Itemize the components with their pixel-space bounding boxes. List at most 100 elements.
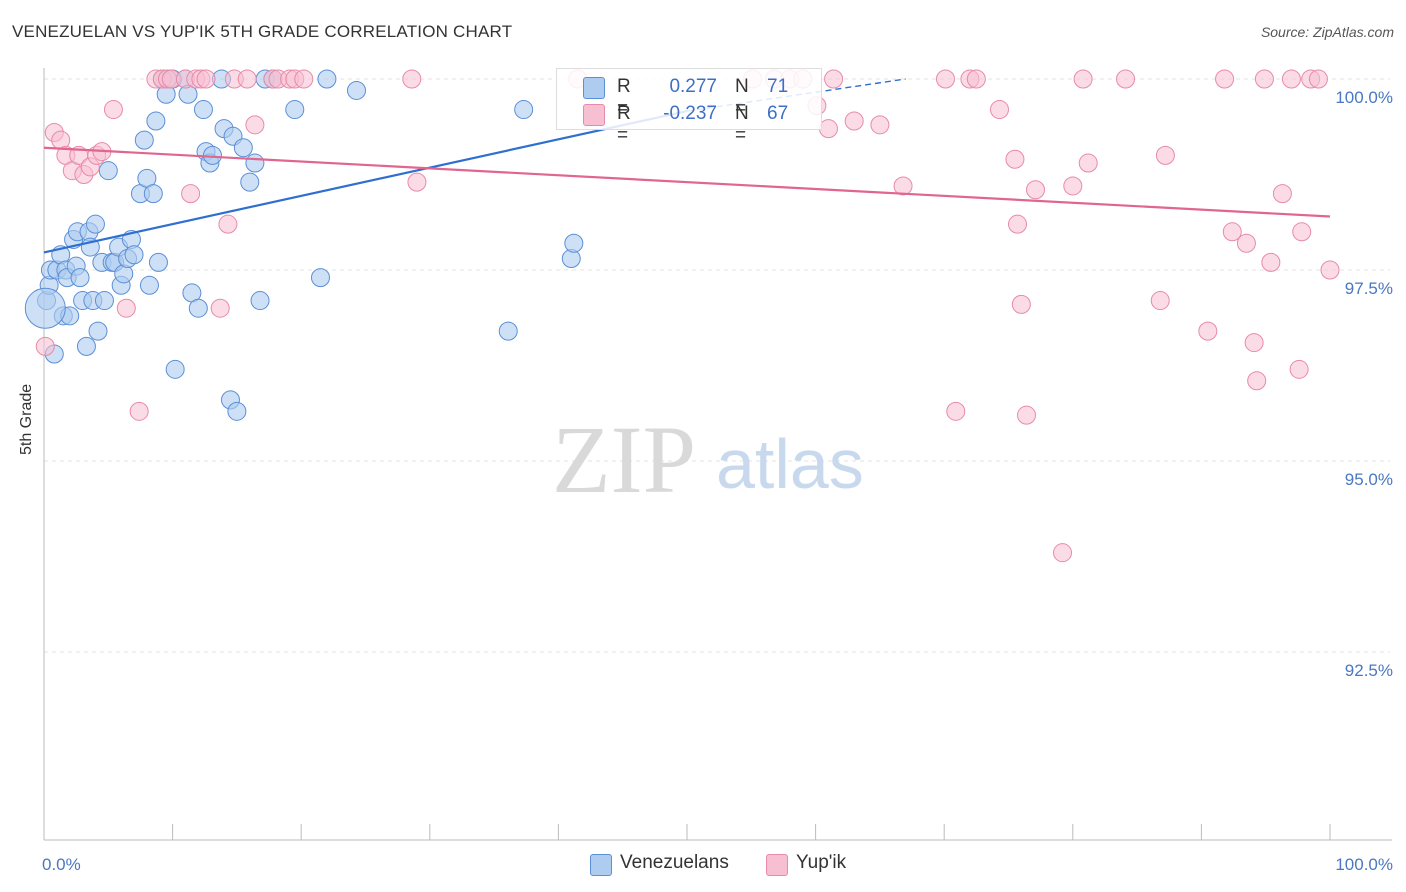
venezuelans-points (24, 69, 584, 421)
point-venezuelans (346, 80, 366, 100)
legend-n-value: 67 (767, 103, 789, 124)
point-yupik (181, 184, 201, 204)
point-venezuelans (98, 161, 118, 181)
point-yupik (35, 336, 55, 356)
point-yupik (1261, 252, 1281, 272)
point-venezuelans (146, 111, 166, 131)
point-yupik (989, 100, 1009, 120)
y-tick-label: 100.0% (1335, 88, 1393, 107)
point-yupik (1155, 145, 1175, 165)
point-yupik (1236, 233, 1256, 253)
point-yupik (1008, 214, 1028, 234)
legend-r-label: R = (617, 76, 631, 119)
legend-n-label: N = (735, 103, 749, 146)
point-venezuelans (148, 252, 168, 272)
point-yupik (1026, 180, 1046, 200)
point-venezuelans (24, 287, 66, 329)
point-yupik (1017, 405, 1037, 425)
point-yupik (1215, 69, 1235, 89)
point-yupik (844, 111, 864, 131)
point-yupik (129, 401, 149, 421)
point-venezuelans (124, 245, 144, 265)
point-yupik (294, 69, 314, 89)
point-venezuelans (317, 69, 337, 89)
point-yupik (210, 298, 230, 318)
legend-r-value: 0.277 (669, 76, 717, 97)
point-venezuelans (285, 100, 305, 120)
point-yupik (824, 69, 844, 89)
point-yupik (407, 172, 427, 192)
source-label: Source: ZipAtlas.com (1260, 24, 1394, 40)
point-yupik (1005, 149, 1025, 169)
point-venezuelans (165, 359, 185, 379)
point-venezuelans (70, 268, 90, 288)
point-yupik (103, 100, 123, 120)
point-venezuelans (88, 321, 108, 341)
point-yupik (1254, 69, 1274, 89)
point-yupik (1272, 184, 1292, 204)
point-yupik (1281, 69, 1301, 89)
point-venezuelans (240, 172, 260, 192)
y-tick-label: 97.5% (1345, 279, 1393, 298)
point-yupik (1116, 69, 1136, 89)
series-swatch-venezuelans (590, 854, 612, 876)
legend-r-label: R = (617, 103, 631, 146)
correlation-legend: R = 0.277 N = 71 R = -0.237 N = 67 (556, 68, 822, 146)
watermark-zip: ZIP (552, 406, 696, 513)
point-venezuelans (233, 138, 253, 158)
point-venezuelans (143, 184, 163, 204)
legend-r-value: -0.237 (663, 103, 717, 124)
point-venezuelans (514, 100, 534, 120)
series-label-yupik: Yup'ik (796, 852, 847, 873)
point-yupik (870, 115, 890, 135)
point-yupik (1198, 321, 1218, 341)
y-tick-label: 92.5% (1345, 661, 1393, 680)
point-yupik (1063, 176, 1083, 196)
point-yupik (966, 69, 986, 89)
point-venezuelans (85, 214, 105, 234)
watermark: ZIP atlas (552, 406, 864, 513)
point-yupik (818, 119, 838, 139)
x-tick-label: 100.0% (1335, 855, 1393, 874)
legend-swatch-venezuelans (583, 77, 605, 99)
point-yupik (1320, 260, 1340, 280)
point-yupik (1078, 153, 1098, 173)
point-yupik (1150, 291, 1170, 311)
y-tick-labels: 100.0% 97.5% 95.0% 92.5% (1335, 88, 1393, 680)
point-venezuelans (134, 130, 154, 150)
legend-swatch-yupik (583, 104, 605, 126)
trend-line-yupik (43, 146, 1331, 218)
point-venezuelans (76, 336, 96, 356)
legend-n-label: N = (735, 76, 749, 119)
series-swatch-yupik (766, 854, 788, 876)
point-yupik (1247, 371, 1267, 391)
point-venezuelans (250, 291, 270, 311)
point-yupik (1073, 69, 1093, 89)
series-legend: Venezuelans Yup'ik (0, 852, 1406, 878)
point-yupik (218, 214, 238, 234)
point-yupik (1053, 543, 1073, 563)
point-yupik (237, 69, 257, 89)
point-venezuelans (564, 233, 584, 253)
chart-title: VENEZUELAN VS YUP'IK 5TH GRADE CORRELATI… (12, 22, 513, 41)
point-venezuelans (227, 401, 247, 421)
point-yupik (893, 176, 913, 196)
point-yupik (116, 298, 136, 318)
point-yupik (935, 69, 955, 89)
point-yupik (1244, 333, 1264, 353)
point-venezuelans (245, 153, 265, 173)
trend-line-venezuelans (43, 110, 688, 254)
point-venezuelans (188, 298, 208, 318)
point-venezuelans (139, 275, 159, 295)
x-tick-labels: 0.0% 100.0% (42, 855, 1393, 874)
axes (43, 68, 1392, 841)
point-yupik (245, 115, 265, 135)
point-yupik (1308, 69, 1328, 89)
point-yupik (402, 69, 422, 89)
watermark-atlas: atlas (716, 425, 864, 503)
point-yupik (196, 69, 216, 89)
point-yupik (1222, 222, 1242, 242)
point-venezuelans (193, 100, 213, 120)
point-yupik (946, 401, 966, 421)
y-tick-label: 95.0% (1345, 470, 1393, 489)
